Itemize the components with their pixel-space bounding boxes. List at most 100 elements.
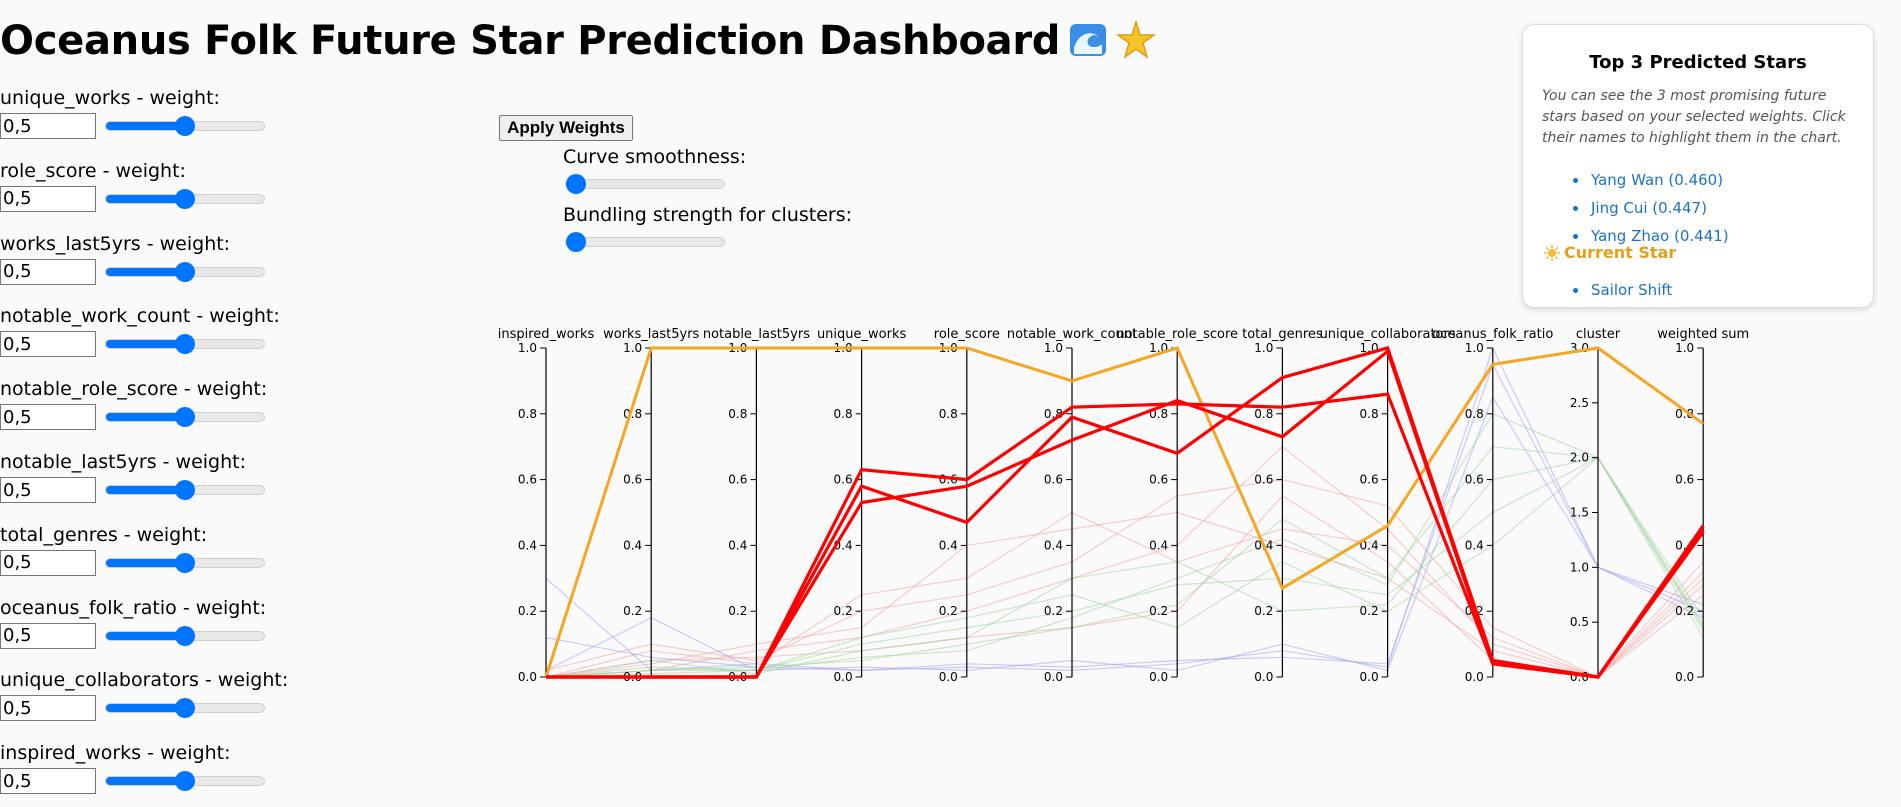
- axis-tick-label: 0.6: [623, 473, 642, 487]
- background-lines: [545, 346, 1704, 678]
- weight-slider[interactable]: [105, 698, 265, 719]
- weight-label: works_last5yrs - weight:: [0, 232, 231, 255]
- weight-row: notable_last5yrs - weight:: [0, 449, 265, 503]
- weight-slider[interactable]: [105, 334, 265, 355]
- axis-tick-label: 0.4: [1465, 538, 1484, 552]
- slider-thumb[interactable]: [175, 698, 195, 719]
- slider-thumb[interactable]: [175, 625, 195, 646]
- current-star-heading: Current Star: [1544, 243, 1676, 262]
- axis-tick-label: 0.6: [728, 473, 747, 487]
- slider-fill: [106, 558, 185, 567]
- weight-input[interactable]: [0, 331, 96, 358]
- axis-tick-label: 0.6: [1254, 473, 1273, 487]
- weight-input[interactable]: [0, 768, 96, 795]
- weight-input[interactable]: [0, 477, 96, 503]
- slider-thumb[interactable]: [175, 407, 195, 428]
- weight-input[interactable]: [0, 622, 96, 649]
- weight-slider[interactable]: [105, 407, 265, 428]
- axis-tick-label: 0.8: [623, 407, 642, 421]
- background-line: [545, 457, 1704, 678]
- slider-fill: [106, 777, 185, 786]
- weight-slider[interactable]: [105, 188, 265, 209]
- apply-weights-button[interactable]: Apply Weights: [499, 115, 633, 141]
- weight-input[interactable]: [0, 185, 96, 212]
- predicted-star-line: [546, 348, 1705, 679]
- axis-title: notable_role_score: [1116, 327, 1238, 342]
- background-line: [545, 413, 1704, 678]
- background-line: [545, 346, 1704, 672]
- axis-tick-label: 0.6: [1044, 473, 1063, 487]
- weight-label: notable_role_score - weight:: [0, 378, 268, 401]
- weight-slider[interactable]: [105, 771, 265, 792]
- top-star-item[interactable]: Yang Zhao (0.441): [1571, 222, 1729, 250]
- axis-tick-label: 0.0: [728, 670, 747, 684]
- slider-fill: [106, 267, 185, 276]
- axis-tick-label: 0.0: [1149, 670, 1168, 684]
- weight-input[interactable]: [0, 404, 96, 431]
- axis-title: notable_last5yrs: [703, 327, 810, 342]
- weight-row: total_genres - weight:: [0, 522, 265, 576]
- axis-tick-label: 0.2: [1465, 604, 1484, 618]
- axis-tick-label: 0.8: [1149, 407, 1168, 421]
- slider-thumb[interactable]: [175, 552, 195, 573]
- axis-tick-label: 0.6: [1465, 473, 1484, 487]
- axis-tick-label: 0.8: [1675, 407, 1694, 421]
- weight-row: oceanus_folk_ratio - weight:: [0, 595, 267, 649]
- axis-title: oceanus_folk_ratio: [1432, 327, 1553, 342]
- axis-tick-label: 0.6: [1360, 473, 1379, 487]
- weight-label: oceanus_folk_ratio - weight:: [0, 596, 267, 619]
- weight-input[interactable]: [0, 258, 96, 285]
- slider-thumb[interactable]: [175, 771, 195, 792]
- bundling-strength-slider[interactable]: [565, 232, 725, 252]
- slider-thumb[interactable]: [175, 116, 195, 136]
- axis-tick-label: 0.8: [728, 407, 747, 421]
- curve-smoothness-slider[interactable]: [565, 174, 725, 194]
- weight-input[interactable]: [0, 549, 96, 576]
- slider-thumb[interactable]: [566, 174, 586, 194]
- weight-label: notable_work_count - weight:: [0, 305, 280, 328]
- slider-thumb[interactable]: [175, 261, 195, 282]
- axis-tick-label: 0.0: [1570, 670, 1589, 684]
- weight-slider[interactable]: [105, 116, 265, 136]
- weight-row: unique_works - weight:: [0, 85, 265, 139]
- slider-thumb[interactable]: [175, 334, 195, 355]
- axis-tick-label: 0.2: [1360, 604, 1379, 618]
- weight-slider[interactable]: [105, 625, 265, 646]
- weight-slider[interactable]: [105, 552, 265, 573]
- current-star-label: Current Star: [1564, 243, 1677, 262]
- axis-tick-label: 0.6: [1149, 473, 1168, 487]
- star-icon: [1116, 20, 1157, 59]
- weight-slider[interactable]: [105, 480, 265, 500]
- slider-thumb[interactable]: [175, 480, 195, 500]
- top-star-item[interactable]: Yang Wan (0.460): [1571, 166, 1729, 194]
- axis-tick-label: 0.4: [623, 538, 642, 552]
- background-line: [545, 478, 1704, 678]
- background-line: [545, 362, 1704, 672]
- smoothness-label: Curve smoothness:: [563, 146, 747, 168]
- weight-label: role_score - weight:: [0, 159, 186, 182]
- predicted-star-line: [546, 392, 1705, 679]
- axis-tick-label: 0.5: [1570, 615, 1589, 629]
- axis-title: inspired_works: [498, 327, 595, 342]
- current-star-item[interactable]: Sailor Shift: [1571, 276, 1672, 304]
- weight-input[interactable]: [0, 113, 96, 139]
- axis-tick-label: 0.8: [518, 407, 537, 421]
- axis-tick-label: 0.0: [1465, 670, 1484, 684]
- top-stars-panel: Top 3 Predicted Stars You can see the 3 …: [1522, 24, 1874, 308]
- highlighted-lines: [544, 346, 1705, 679]
- slider-thumb[interactable]: [175, 188, 195, 209]
- weight-label: unique_works - weight:: [0, 87, 220, 109]
- axis-tick-label: 0.0: [518, 670, 537, 684]
- axis-tick-label: 0.2: [1149, 604, 1168, 618]
- weight-slider[interactable]: [105, 261, 265, 282]
- slider-thumb[interactable]: [566, 232, 586, 252]
- weight-input[interactable]: [0, 695, 96, 722]
- axis-tick-label: 0.2: [728, 604, 747, 618]
- top-star-item[interactable]: Jing Cui (0.447): [1571, 194, 1729, 222]
